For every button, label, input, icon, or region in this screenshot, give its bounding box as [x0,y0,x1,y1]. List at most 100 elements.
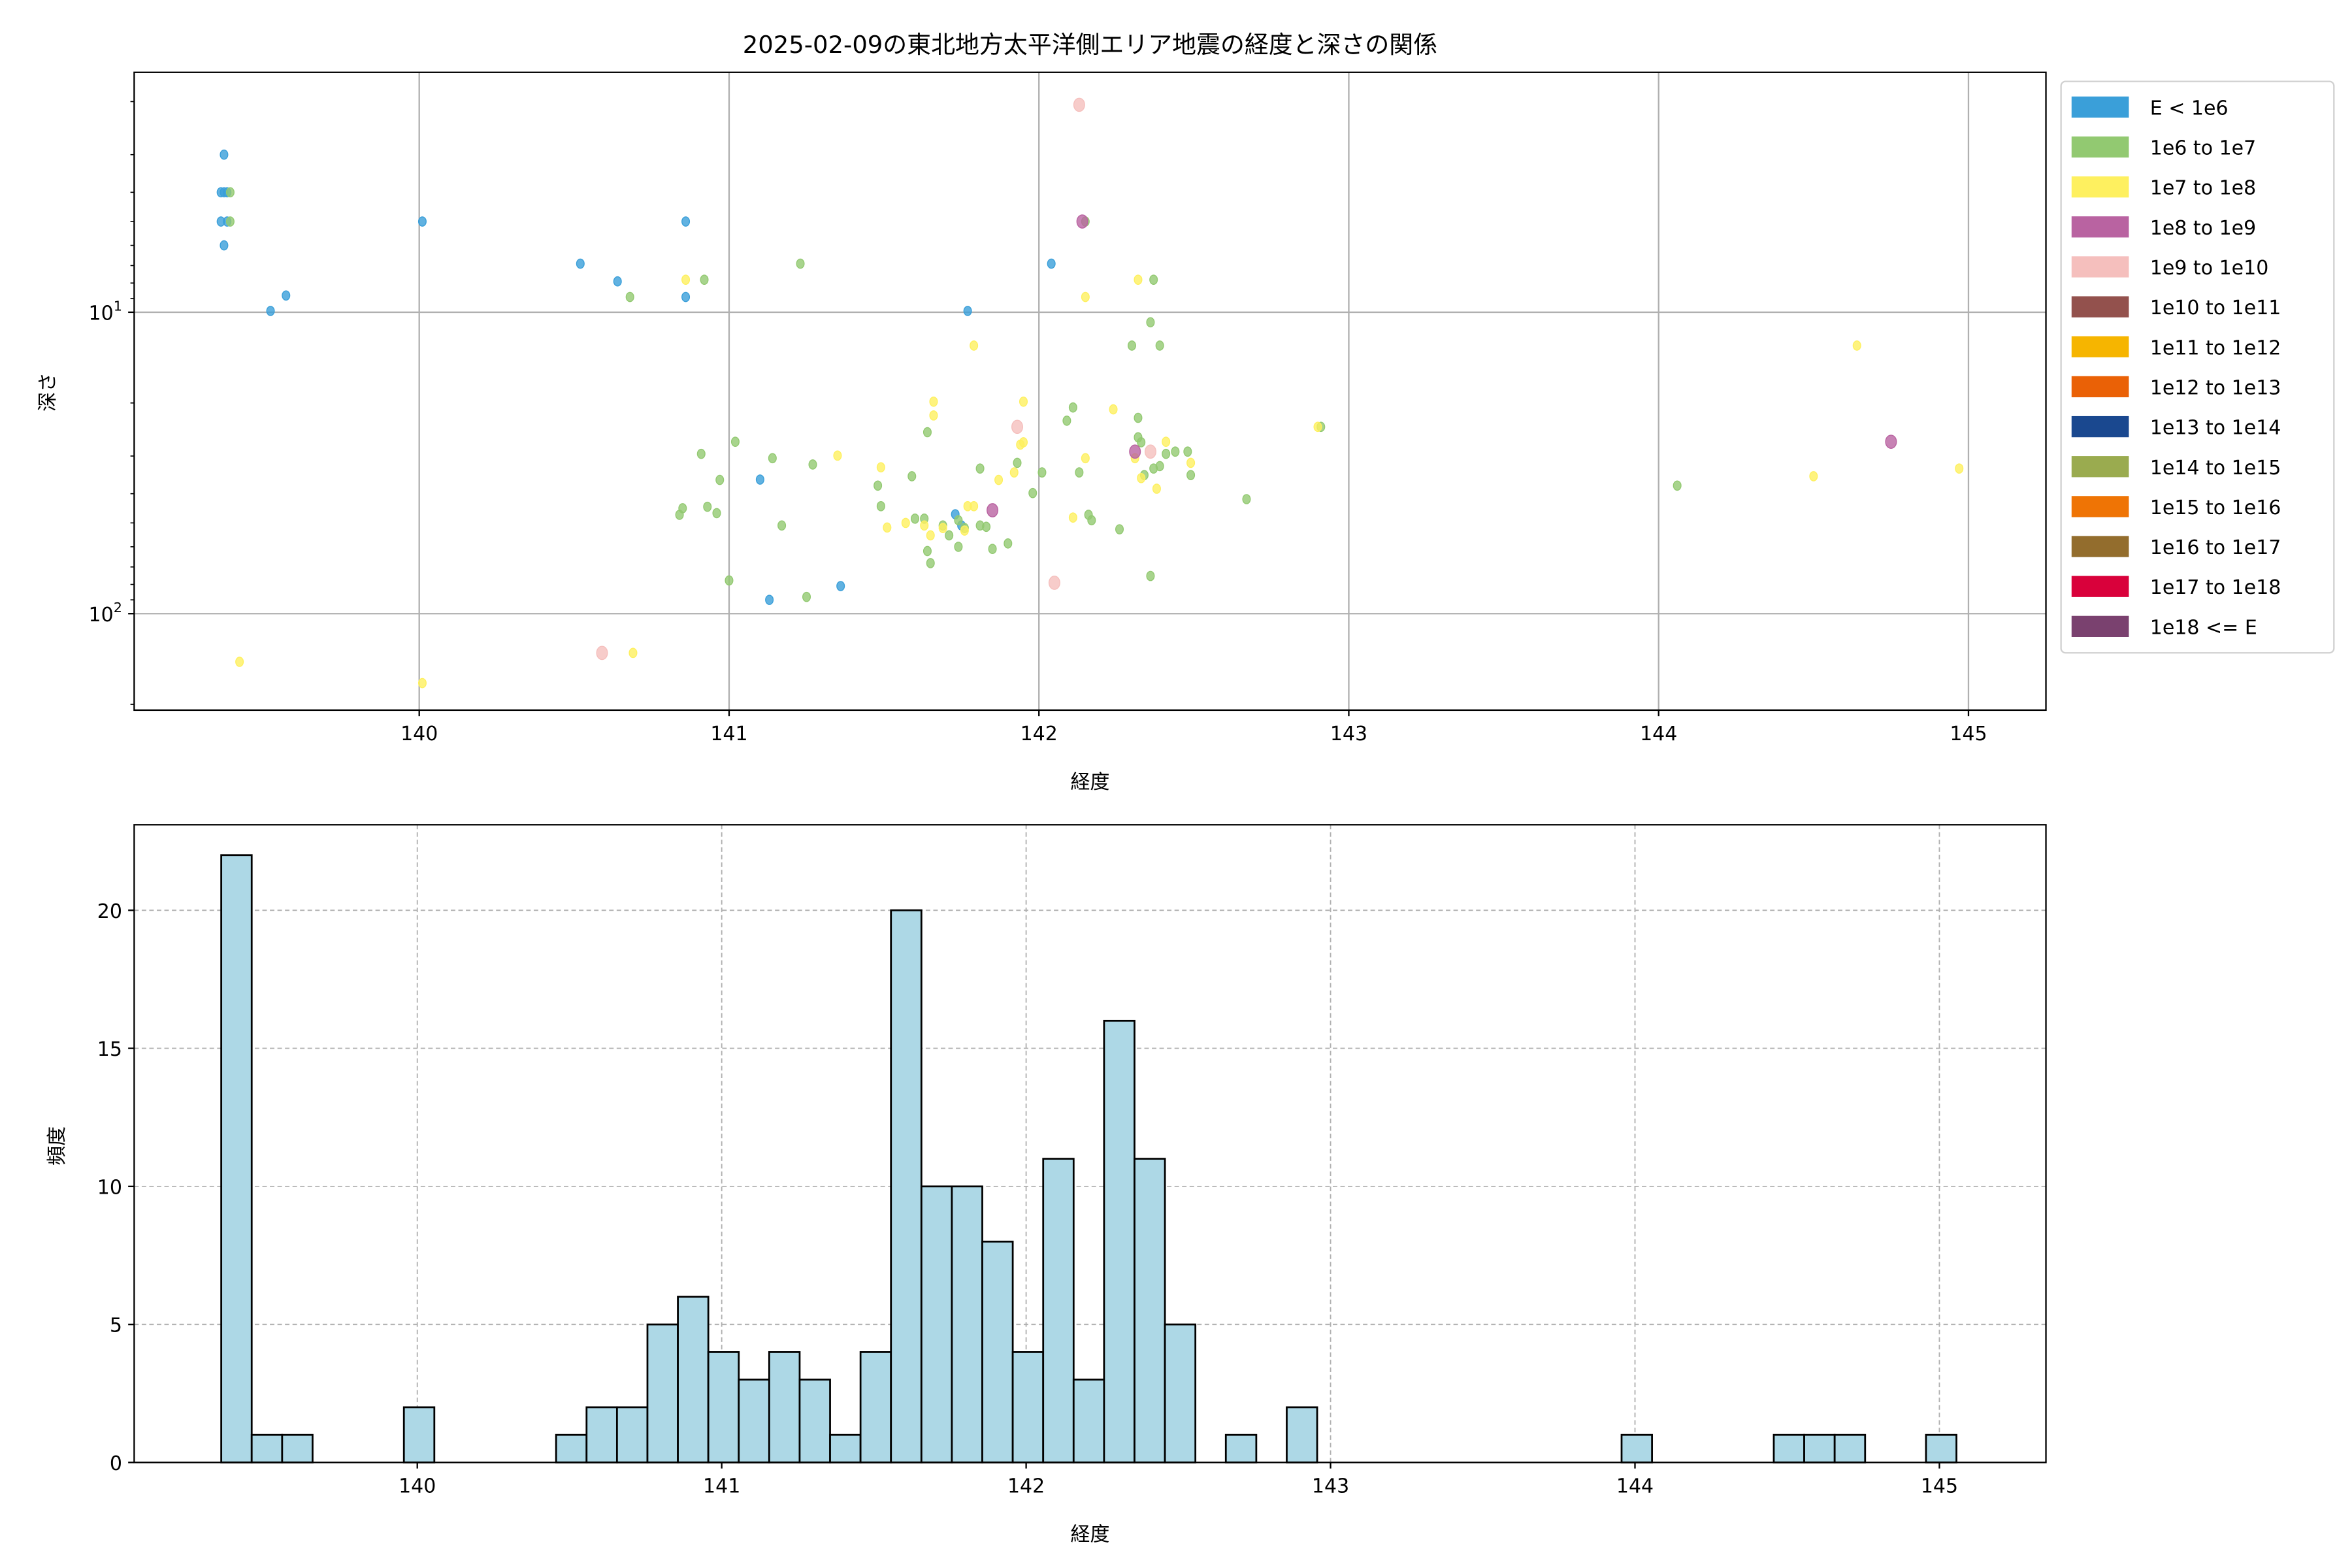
x-tick-label: 143 [1312,1475,1349,1498]
scatter-point [954,515,963,526]
scatter-point [883,522,892,533]
legend-swatch [2071,176,2129,198]
scatter-point [970,340,979,351]
y-tick-label: 15 [97,1038,122,1061]
scatter-point [1009,467,1019,478]
scatter-point [836,581,845,591]
scatter-point [1955,463,1964,474]
legend-label: 1e15 to 1e16 [2150,497,2281,519]
x-tick-label: 141 [703,1475,740,1498]
scatter-point [1087,515,1096,526]
scatter-point [929,396,938,407]
scatter-point [266,306,275,316]
y-tick-label: 101 [89,299,122,325]
scatter-point [920,520,929,531]
scatter-point [681,216,691,227]
x-tick-label: 145 [1950,723,1987,745]
scatter-point [1075,467,1084,478]
scatter-point [725,575,734,586]
scatter-point [1242,494,1251,504]
histogram-bar [1042,1158,1075,1463]
hist-axes-frame [133,824,2047,1463]
histogram-bar [402,1406,436,1463]
scatter-point [923,427,932,438]
scatter-point [910,514,920,524]
scatter-point [1186,457,1196,468]
scatter-point [1073,97,1085,112]
histogram-bar [1620,1433,1653,1463]
scatter-point [963,306,972,316]
x-tick-label: 142 [1007,1475,1045,1498]
scatter-point [988,544,997,555]
scatter-point [975,463,985,474]
scatter-point [982,521,991,532]
scatter-point [768,453,777,464]
legend-swatch [2071,576,2129,597]
scatter-xlabel: 経度 [1070,771,1109,794]
scatter-point [1146,570,1155,581]
scatter-point [1313,421,1322,433]
x-tick-label: 144 [1616,1475,1654,1498]
histogram-bar [738,1379,770,1463]
scatter-point [225,216,235,227]
scatter-point [235,657,244,667]
scatter-point [700,274,709,285]
scatter-point [1062,416,1071,426]
histogram-bar [1772,1433,1805,1463]
histogram-bar [1072,1379,1105,1463]
scatter-point [1162,436,1171,447]
scatter-plot: 140 141 142 143 144 145 101 102 [89,71,2047,745]
scatter-point [629,647,638,659]
scatter-point [938,523,947,534]
legend-swatch [2071,256,2129,278]
scatter-point [808,459,817,470]
histogram-bar [981,1241,1014,1463]
scatter-point [220,149,229,160]
scatter-point [282,290,291,301]
scatter-point [225,187,235,198]
scatter-point [675,510,684,520]
legend-swatch [2071,376,2129,398]
legend-label: 1e7 to 1e8 [2150,177,2256,200]
histogram-bar [1164,1323,1197,1463]
histogram-bar [1011,1351,1045,1463]
x-tick-label: 140 [399,1475,436,1498]
x-tick-label: 144 [1640,723,1677,745]
scatter-point [796,258,805,269]
scatter-point [1809,471,1818,482]
scatter-point [755,474,764,485]
legend-label: 1e14 to 1e15 [2150,457,2281,480]
scatter-point [596,645,608,661]
scatter-point [1127,340,1136,351]
scatter-point [417,216,427,227]
scatter-point [1134,412,1143,423]
legend-label: 1e12 to 1e13 [2150,376,2281,399]
scatter-point [901,517,910,529]
scatter-point [576,258,585,269]
scatter-point [876,500,885,512]
legend-swatch [2071,615,2129,637]
histogram-bar [707,1351,740,1463]
histogram-bar [951,1185,983,1463]
legend-label: 1e10 to 1e11 [2150,297,2281,319]
x-tick-label: 145 [1921,1475,1958,1498]
legend-swatch [2071,456,2129,478]
histogram-bar [615,1406,649,1463]
scatter-point [220,240,229,251]
y-tick-label: 5 [110,1315,122,1337]
scatter-point [765,595,774,605]
scatter-point [681,291,691,302]
scatter-point [1019,437,1028,448]
scatter-point [1171,446,1180,457]
scatter-point [1149,274,1158,285]
legend-label: 1e17 to 1e18 [2150,576,2281,599]
scatter-point [1183,446,1192,457]
legend-label: E < 1e6 [2150,97,2229,120]
scatter-point [1068,402,1077,413]
legend-label: 1e13 to 1e14 [2150,417,2281,440]
scatter-point [994,474,1004,485]
y-tick-label: 102 [89,600,122,627]
scatter-point [1129,444,1141,459]
legend-label: 1e9 to 1e10 [2150,257,2269,280]
x-tick-label: 143 [1330,723,1367,745]
